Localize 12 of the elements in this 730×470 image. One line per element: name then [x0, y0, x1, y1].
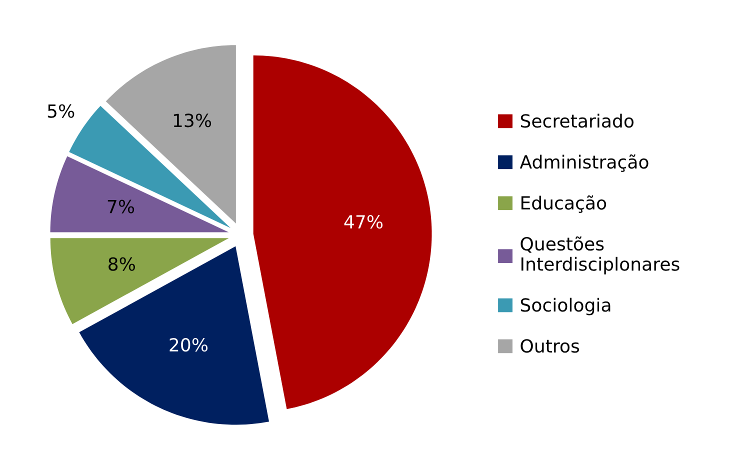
legend-label: Outros: [520, 339, 580, 353]
data-label: 8%: [108, 257, 135, 271]
legend-label: Secretariado: [520, 114, 634, 128]
data-label: 5%: [48, 104, 74, 118]
legend-label: Sociologia: [520, 298, 610, 316]
legend-label: Educação: [521, 195, 606, 213]
legend-label: Questões Interdisciplonares: [520, 236, 680, 274]
data-label: 47%: [344, 214, 383, 229]
data-label: 13%: [174, 114, 212, 128]
data-label: 7%: [108, 200, 134, 214]
data-label: 20%: [170, 338, 208, 352]
legend-label: Administração: [520, 154, 648, 172]
